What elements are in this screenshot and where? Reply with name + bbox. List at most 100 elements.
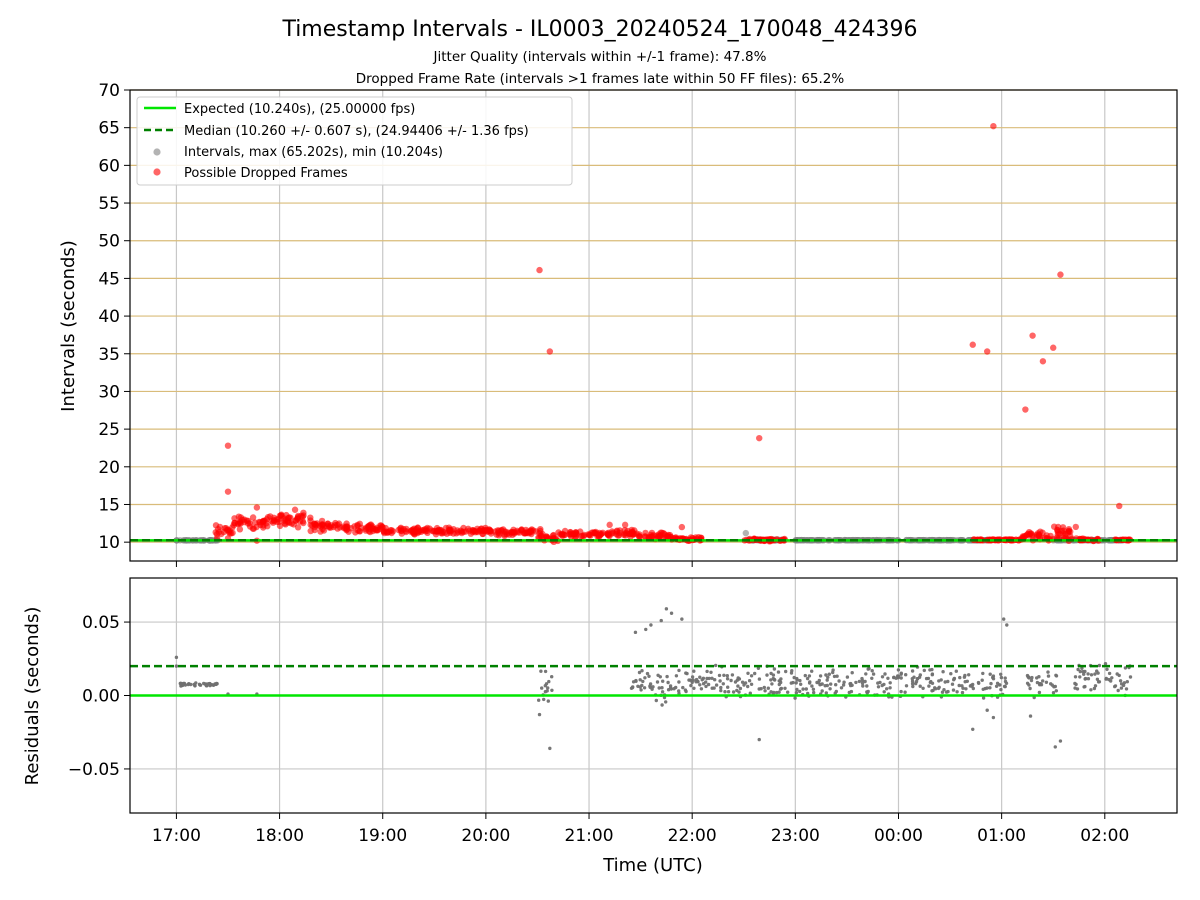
data-point — [1122, 681, 1127, 685]
data-point — [763, 689, 767, 693]
data-point — [729, 678, 733, 683]
data-point — [568, 533, 575, 540]
data-point — [285, 519, 292, 526]
data-point — [789, 671, 794, 675]
data-point — [701, 682, 706, 686]
data-point — [701, 676, 706, 680]
dropped-frames-points — [212, 122, 1134, 545]
data-point — [880, 675, 885, 679]
data-point — [795, 678, 799, 682]
data-point — [1046, 670, 1050, 674]
data-point — [548, 746, 552, 751]
data-point — [837, 679, 841, 683]
legend: Expected (10.240s), (25.00000 fps) Media… — [136, 96, 573, 186]
data-point — [654, 698, 658, 703]
data-point — [937, 685, 941, 689]
data-point — [742, 683, 746, 687]
data-point — [928, 680, 932, 685]
data-point — [234, 520, 242, 528]
data-point — [317, 528, 324, 535]
data-point — [888, 681, 892, 685]
data-point — [1083, 669, 1087, 674]
data-point — [249, 514, 257, 521]
data-point — [774, 690, 779, 695]
data-point — [1107, 677, 1111, 682]
data-point — [1119, 682, 1124, 686]
data-point — [645, 671, 650, 676]
data-point — [903, 690, 907, 694]
data-point — [710, 686, 714, 690]
data-point — [1110, 676, 1114, 680]
data-point — [971, 727, 975, 731]
data-point — [706, 682, 711, 687]
data-point — [1119, 686, 1124, 690]
data-point — [402, 528, 410, 536]
data-point — [1078, 675, 1082, 679]
data-point — [731, 690, 736, 694]
data-point — [208, 682, 212, 686]
data-point — [999, 675, 1004, 680]
data-point — [721, 682, 725, 686]
x-axis-label: Time (UTC) — [602, 855, 703, 876]
data-point — [829, 682, 833, 686]
data-point — [904, 673, 908, 677]
y-tick-label: 70 — [98, 81, 120, 101]
data-point — [545, 689, 549, 693]
data-point — [831, 670, 835, 675]
data-point — [639, 688, 643, 692]
data-point — [374, 527, 381, 534]
data-point — [882, 690, 886, 694]
data-point — [899, 689, 903, 694]
data-point — [753, 671, 757, 676]
data-point — [989, 681, 993, 686]
data-point — [717, 673, 722, 678]
data-point — [871, 672, 876, 676]
data-point — [690, 679, 694, 683]
data-point — [536, 266, 543, 274]
data-point — [174, 655, 179, 660]
data-point — [1039, 683, 1044, 687]
data-point — [924, 676, 929, 681]
data-point — [664, 700, 668, 704]
data-point — [629, 686, 634, 690]
data-point — [544, 682, 549, 686]
data-point — [433, 528, 440, 535]
data-point — [713, 678, 717, 682]
data-point — [540, 686, 544, 690]
data-point — [680, 617, 684, 621]
data-point — [1054, 689, 1059, 693]
data-point — [962, 675, 967, 679]
data-point — [804, 687, 808, 691]
data-point — [801, 687, 805, 691]
data-point — [478, 525, 485, 532]
data-point — [621, 521, 629, 529]
data-point — [726, 690, 731, 694]
data-point — [910, 679, 915, 683]
data-point — [896, 668, 901, 672]
data-point — [642, 686, 647, 690]
data-point — [864, 672, 868, 676]
data-point — [377, 522, 384, 529]
data-point — [1073, 675, 1078, 679]
data-point — [793, 696, 797, 700]
y-tick-label: 20 — [98, 458, 120, 478]
data-point — [1029, 332, 1036, 339]
data-point — [762, 685, 766, 690]
data-point — [832, 674, 837, 679]
data-point — [1096, 671, 1100, 675]
data-point — [1053, 745, 1057, 749]
data-point — [606, 521, 613, 529]
data-point — [633, 530, 640, 537]
data-point — [776, 670, 781, 674]
data-point — [1104, 677, 1108, 681]
data-point — [659, 618, 663, 623]
y-tick-label: 10 — [98, 533, 120, 553]
data-point — [537, 712, 542, 717]
data-point — [783, 686, 787, 690]
data-point — [930, 667, 934, 672]
data-point — [883, 672, 887, 676]
data-point — [655, 680, 660, 684]
data-point — [803, 673, 807, 678]
data-point — [933, 686, 937, 690]
data-point — [725, 677, 730, 681]
